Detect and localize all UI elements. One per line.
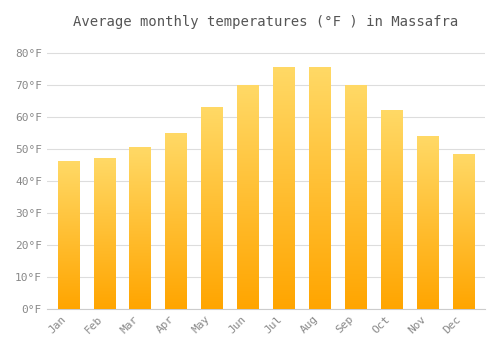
Bar	[94, 159, 115, 309]
Bar	[237, 85, 258, 309]
Bar	[417, 136, 438, 309]
Bar	[345, 85, 366, 309]
Title: Average monthly temperatures (°F ) in Massafra: Average monthly temperatures (°F ) in Ma…	[74, 15, 458, 29]
Bar	[58, 162, 79, 309]
Bar	[130, 147, 151, 309]
Bar	[452, 154, 474, 309]
Bar	[166, 133, 187, 309]
Bar	[273, 68, 294, 309]
Bar	[309, 68, 330, 309]
Bar	[202, 107, 223, 309]
Bar	[381, 111, 402, 309]
